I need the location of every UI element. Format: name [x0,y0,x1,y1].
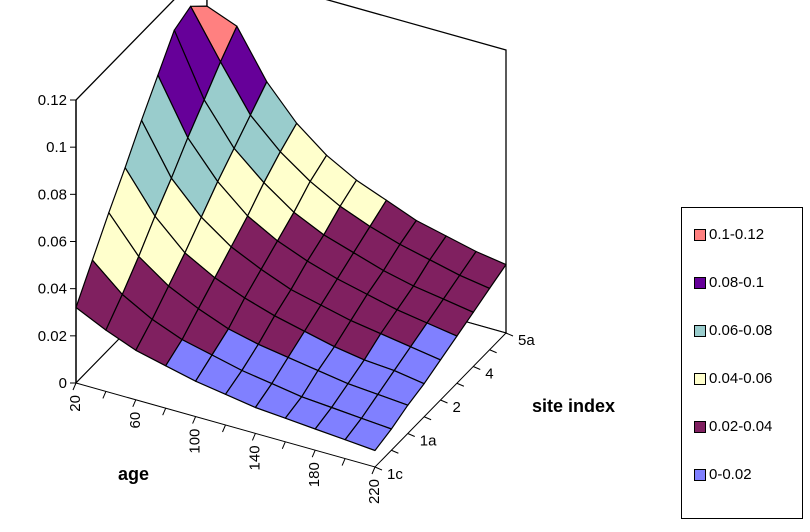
y-tick-label: 1a [420,433,437,450]
z-tick-label: 0.12 [38,92,67,109]
y-tick-mark [407,433,415,437]
y-axis-title: site index [532,396,615,416]
x-tick-label: 60 [127,412,144,429]
y-tick-mark [505,332,514,337]
chart-frame [70,99,514,475]
z-tick-label: 0.1 [46,139,67,156]
legend-item: 0.04-0.06 [694,370,772,387]
legend-swatch [694,468,706,481]
z-tick-label: 0.04 [38,281,67,298]
x-axis-title: age [118,464,149,484]
legend-item: 0.08-0.1 [694,274,764,291]
z-tick-label: 0.02 [38,328,67,345]
chart-legend: 0.1-0.12 0.08-0.1 0.06-0.08 0.04-0.06 0.02-0… [681,207,803,519]
y-tick-mark [391,449,399,454]
x-tick-label: 140 [246,445,263,470]
legend-label: 0.08-0.1 [709,274,765,291]
y-tick-mark [440,399,448,404]
legend-swatch [694,420,706,433]
legend-label: 0.02-0.04 [709,418,773,435]
legend-label: 0.1-0.12 [709,226,765,243]
x-tick-mark [251,433,256,441]
y-tick-mark [374,466,383,471]
x-tick-label: 180 [306,462,323,487]
y-tick-mark [456,382,465,387]
y-tick-label: 5a [518,332,535,349]
z-tick-label: 0.08 [38,186,67,203]
y-tick-mark [489,349,497,354]
x-tick-mark [311,450,316,458]
legend-label: 0.04-0.06 [709,370,773,387]
x-tick-mark [192,416,197,424]
legend-item: 0-0.02 [694,466,752,483]
x-tick-mark [72,382,77,391]
z-tick-label: 0.06 [38,234,67,251]
legend-label: 0.06-0.08 [709,322,773,339]
legend-swatch [694,372,706,385]
x-tick-label: 20 [67,395,84,412]
legend-swatch [694,228,706,241]
legend-swatch [694,276,706,289]
x-tick-mark [222,424,226,433]
x-tick-mark [102,391,107,399]
surface-cell [344,417,392,452]
x-tick-mark [162,408,167,416]
legend-swatch [694,324,706,337]
z-tick-label: 0 [59,375,67,392]
legend-item: 0.1-0.12 [694,226,764,243]
y-tick-mark [473,366,481,370]
legend-label: 0-0.02 [709,466,752,483]
legend-item: 0.06-0.08 [694,322,772,339]
x-tick-label: 220 [366,479,383,504]
surface-mesh [75,5,507,452]
x-tick-mark [341,458,346,466]
tick-labels: 0 0.02 0.04 0.06 0.08 0.1 0.12 20 60 100 140 180 220… [38,92,536,504]
x-tick-mark [371,466,376,475]
x-tick-mark [281,441,286,449]
x-tick-label: 100 [187,429,204,454]
y-tick-label: 4 [485,366,493,383]
y-tick-label: 1c [387,466,403,483]
x-tick-mark [132,399,137,407]
legend-item: 0.02-0.04 [694,418,772,435]
y-tick-label: 2 [453,399,461,416]
y-tick-mark [423,416,432,421]
